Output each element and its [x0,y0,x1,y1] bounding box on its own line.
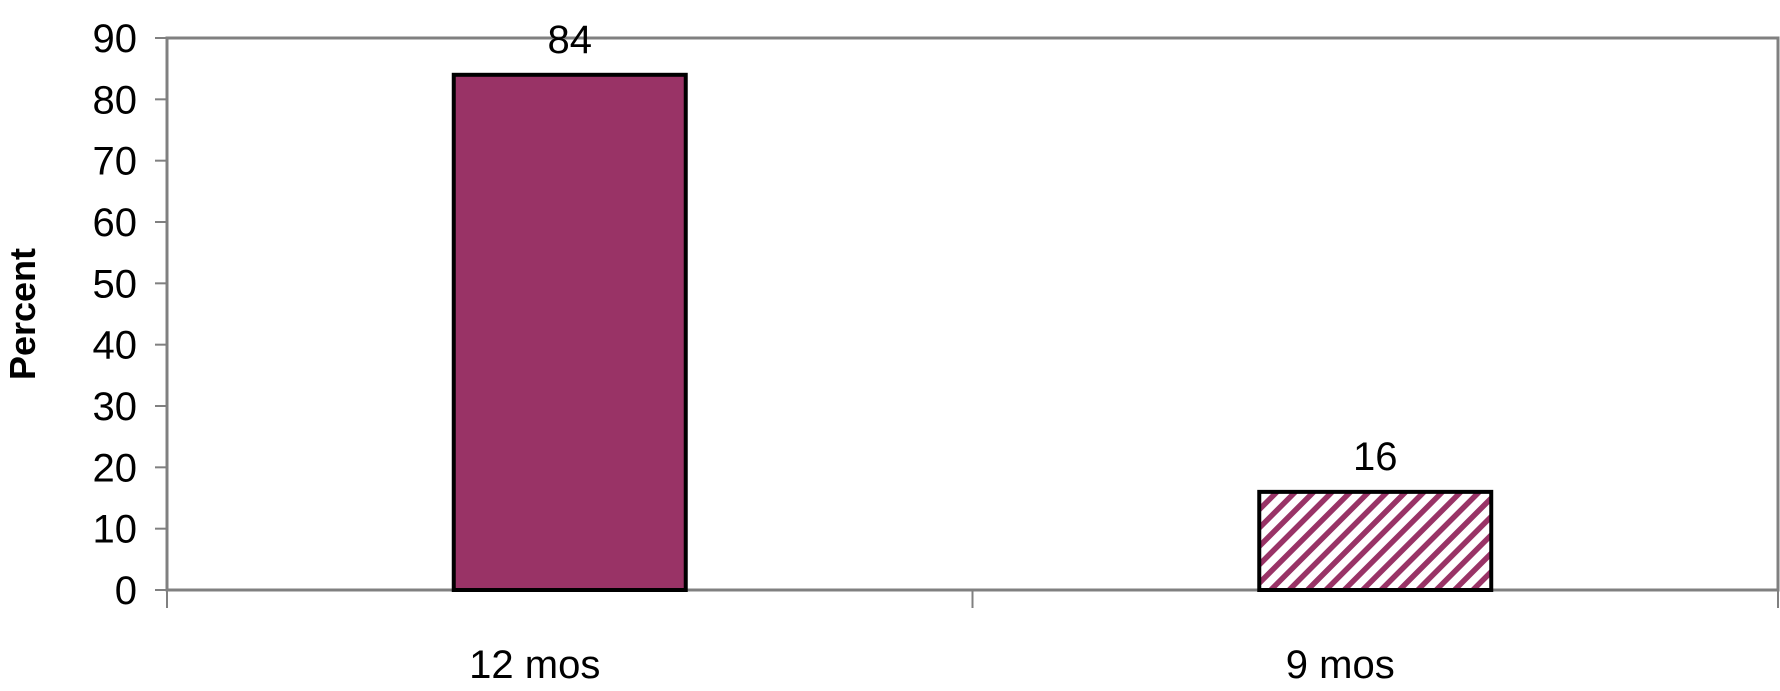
bar-12-mos [454,75,686,590]
y-tick-label: 40 [93,324,138,368]
y-tick-label: 60 [93,201,138,245]
plot-area [167,38,1778,590]
x-axis: 12 mos 9 mos [167,590,1778,687]
y-axis-title: Percent [2,248,43,380]
bar-data-label: 16 [1353,435,1398,479]
y-tick-label: 80 [93,78,138,122]
bar-data-label: 84 [548,18,593,62]
y-tick-label: 30 [93,385,138,429]
x-category-label: 9 mos [1286,643,1395,687]
y-tick-label: 90 [93,17,138,61]
y-tick-label: 70 [93,140,138,184]
y-tick-label: 10 [93,508,138,552]
y-axis: 0 10 20 30 40 50 60 70 80 90 [93,17,168,613]
bar-9-mos [1259,492,1491,590]
x-category-label: 12 mos [469,643,600,687]
y-tick-label: 20 [93,446,138,490]
y-tick-label: 0 [115,569,137,613]
y-tick-label: 50 [93,262,138,306]
